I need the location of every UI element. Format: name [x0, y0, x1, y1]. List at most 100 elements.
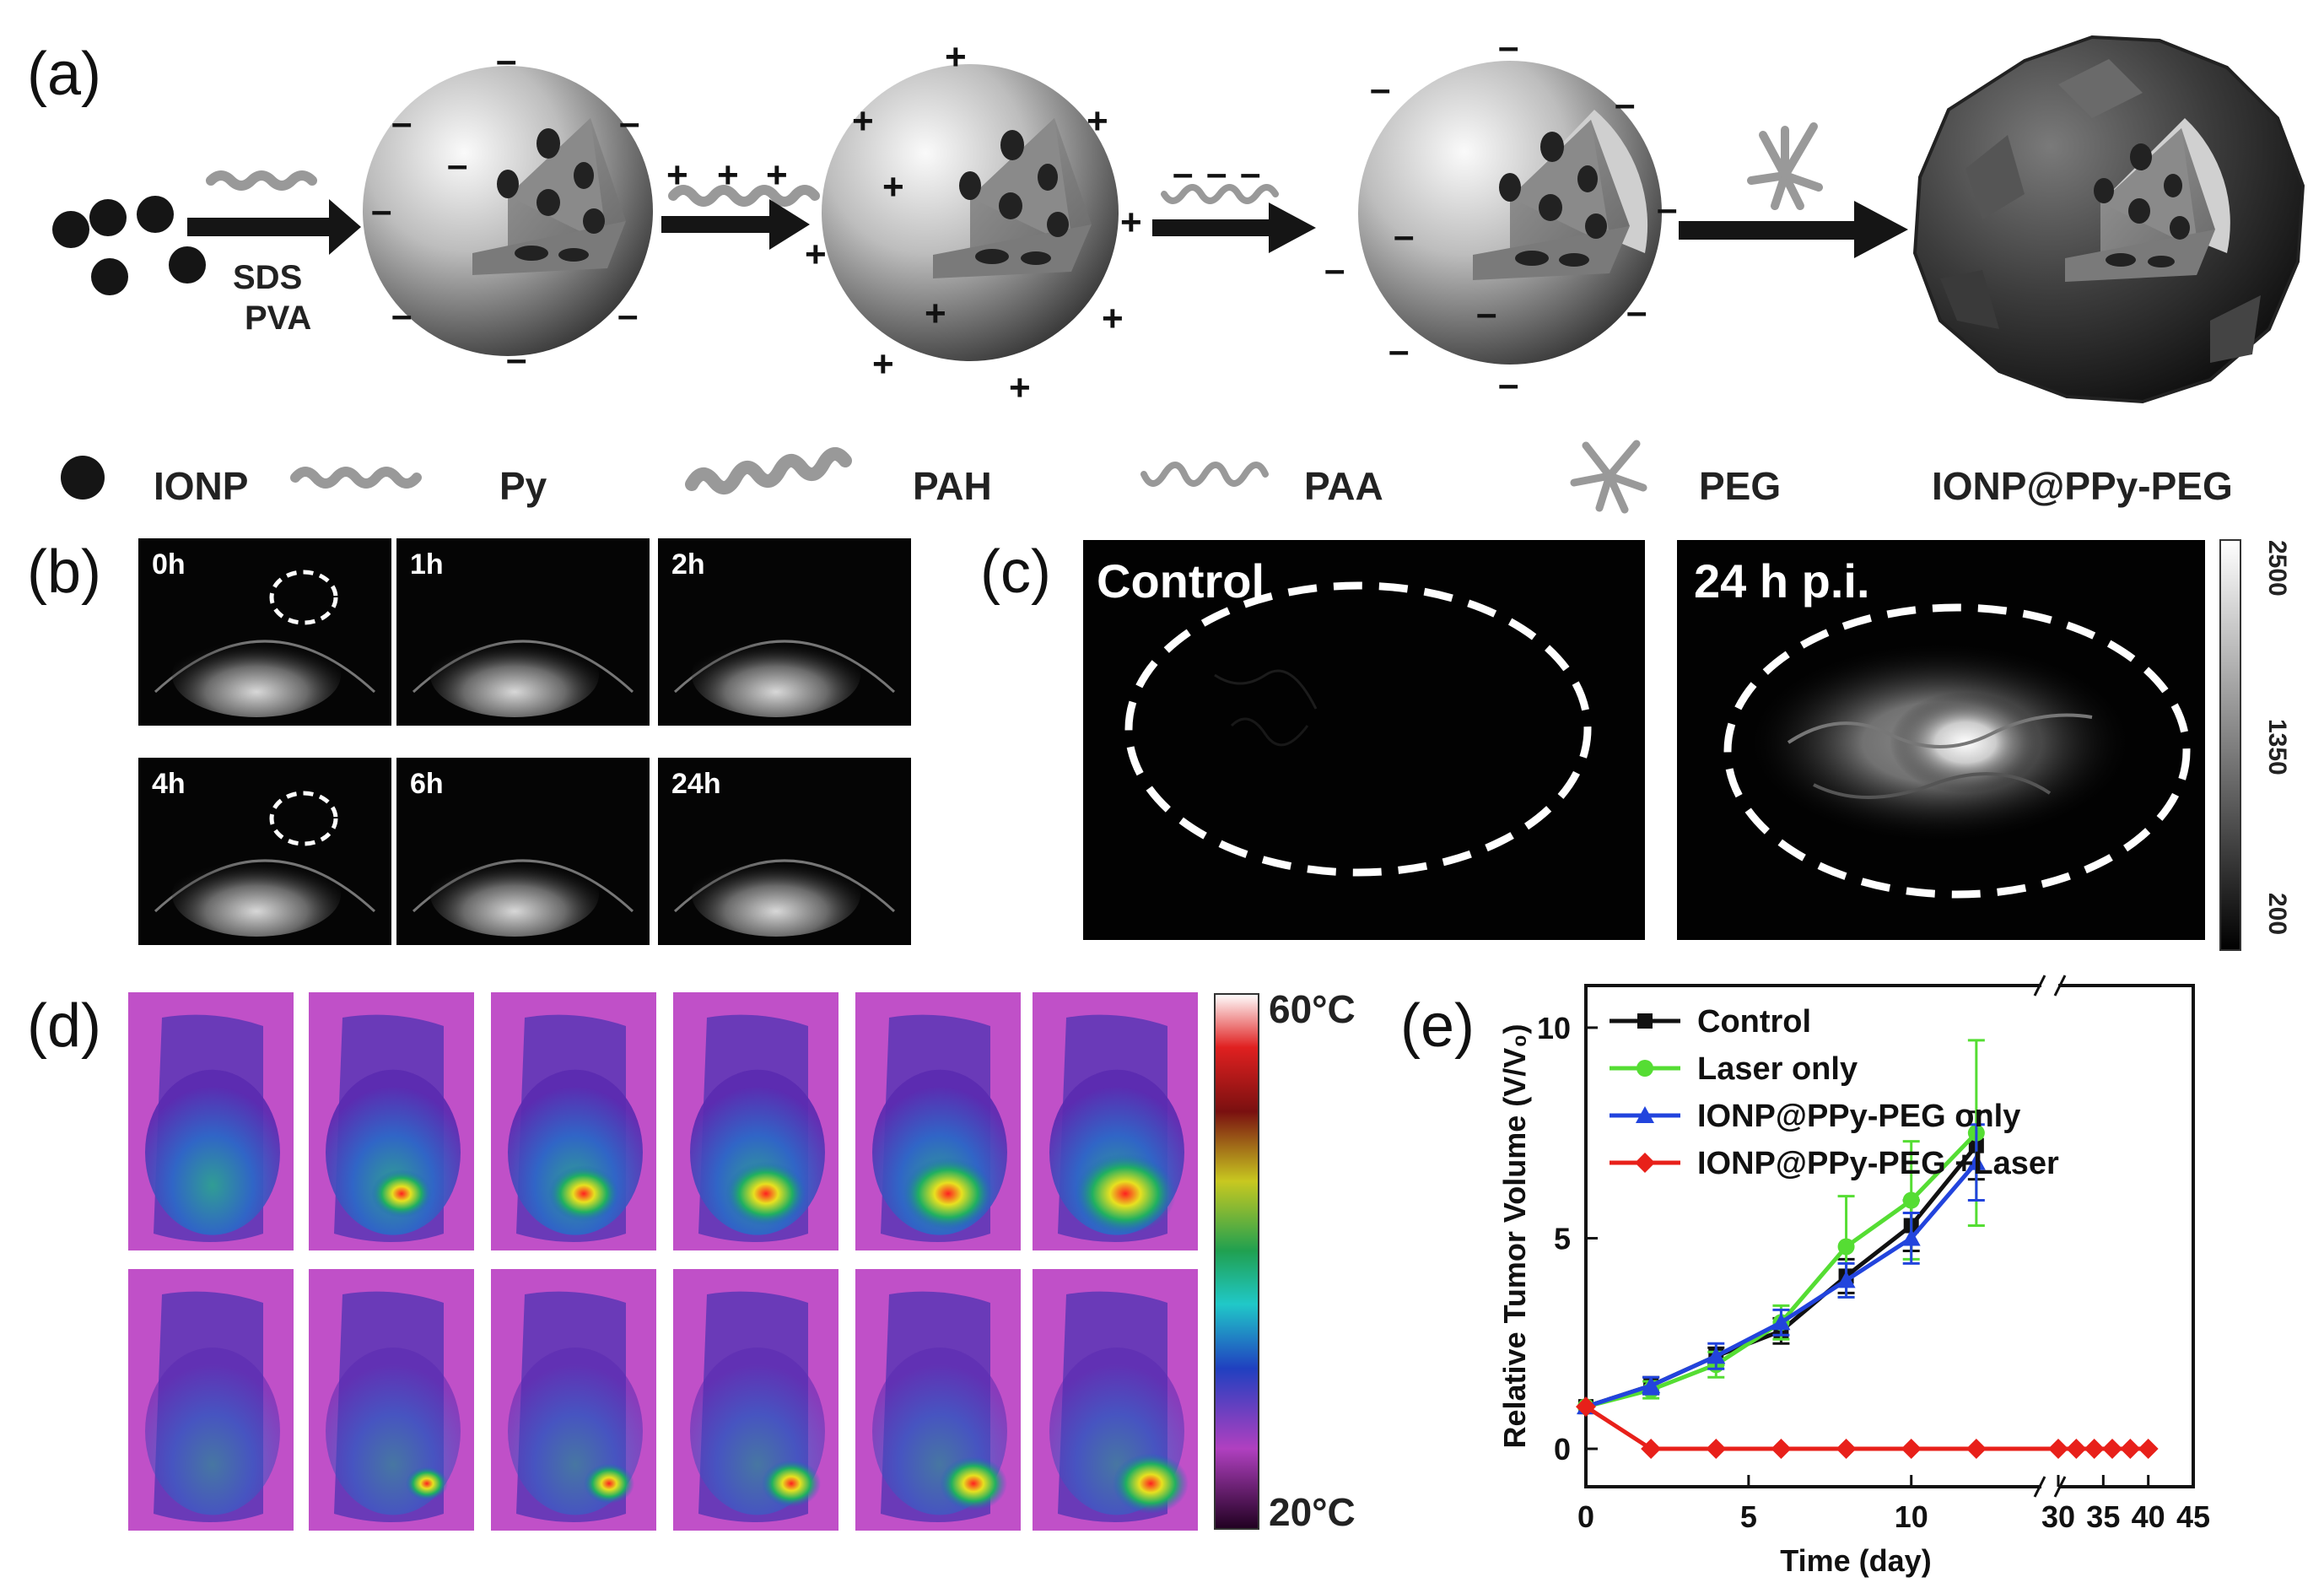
series-line [1584, 1405, 2149, 1451]
data-point [1706, 1439, 1727, 1460]
series [1576, 1396, 2159, 1460]
series [1577, 1039, 1985, 1416]
thermal-image [128, 1269, 294, 1531]
panel-label-c: (c) [980, 538, 1051, 606]
data-point [1836, 1271, 1856, 1288]
x-tick-label: 5 [1740, 1499, 1757, 1534]
svg-text:+: + [1102, 298, 1124, 339]
mri-image: 1h [396, 538, 856, 726]
pa-colorbar: 2500 1350 200 [2219, 539, 2291, 951]
data-point [2048, 1439, 2068, 1460]
legend-pah: PAH [913, 464, 992, 508]
arrow-step-1 [187, 199, 361, 255]
thermal-image [128, 992, 294, 1250]
legend-entry: Control [1697, 1004, 1811, 1040]
thermal-colorbar: 60°C 20°C [1214, 987, 1356, 1534]
series-line [1585, 1144, 1978, 1409]
series [1577, 1123, 1986, 1415]
pa-scale-bot: 200 [2263, 893, 2291, 935]
pa-control-image: Control [1083, 540, 1645, 940]
data-point [1642, 1376, 1661, 1394]
thermal-image [491, 992, 656, 1250]
thermal-image [855, 992, 1021, 1250]
thermal-image [673, 1269, 838, 1531]
svg-text:+: + [666, 154, 688, 196]
sphere-paa-coated [1358, 61, 1662, 365]
data-point [1637, 1013, 1653, 1029]
thermal-grid [128, 992, 1198, 1531]
data-point [1771, 1439, 1792, 1460]
svg-text:+: + [925, 293, 946, 334]
data-point [1707, 1347, 1726, 1364]
y-tick-label: 0 [1554, 1432, 1571, 1466]
data-point [1901, 1229, 1921, 1246]
data-point [1902, 1191, 1920, 1209]
peg-legend-icon [1570, 440, 1647, 514]
sphere1-charges: – – – – – – – – [371, 40, 639, 380]
paa-legend-icon [1140, 462, 1269, 487]
svg-text:–: – [447, 144, 467, 186]
data-point [1637, 1060, 1653, 1077]
ionp-legend-icon [61, 456, 105, 500]
step1-label-pva: PVA [245, 300, 311, 337]
svg-text:+: + [1087, 100, 1108, 142]
x-tick-label: 35 [2086, 1499, 2120, 1534]
svg-text:–: – [1324, 249, 1345, 290]
x-tick-label: 30 [2041, 1499, 2075, 1534]
paa-squiggle-icon [1161, 184, 1279, 204]
svg-text:–: – [1370, 68, 1390, 110]
svg-text:–: – [619, 102, 639, 143]
thermal-min-label: 20°C [1269, 1490, 1356, 1534]
thermal-image [309, 992, 474, 1250]
data-point [2102, 1439, 2122, 1460]
mri-image: 4h [138, 758, 391, 945]
svg-text:–: – [1206, 153, 1227, 194]
data-point [2066, 1439, 2087, 1460]
data-point [1966, 1153, 1986, 1170]
data-point [2120, 1439, 2141, 1460]
x-tick-label: 40 [2132, 1499, 2165, 1534]
pa-control-title: Control [1097, 554, 1264, 608]
svg-text:+: + [805, 234, 827, 275]
py-squiggle-icon [206, 170, 317, 191]
svg-text:–: – [391, 102, 412, 143]
legend-py: Py [499, 464, 547, 508]
svg-text:+: + [872, 343, 894, 385]
sphere3-charges: – – – – – – – – – – [1324, 26, 1677, 405]
svg-text:–: – [371, 190, 391, 231]
sphere2-charges: + + + + + + + + + + [805, 36, 1142, 408]
thermal-image [1033, 992, 1198, 1250]
legend-entry: IONP@PPy-PEG +Laser [1697, 1146, 2059, 1181]
data-point [1901, 1439, 1922, 1460]
legend-product: IONP@PPy-PEG [1932, 464, 2233, 508]
scheme-legend: IONP Py PAH PAA PEG IONP@PPy-PEG [61, 440, 2233, 514]
svg-text:–: – [617, 294, 638, 336]
data-point [1837, 1238, 1855, 1256]
y-tick-label: 10 [1537, 1011, 1571, 1045]
thermal-max-label: 60°C [1269, 987, 1356, 1031]
svg-text:–: – [1498, 364, 1518, 405]
svg-text:+: + [852, 100, 874, 142]
step1-label-sds: SDS [233, 259, 302, 296]
panel-label-a: (a) [27, 41, 101, 108]
thermal-image [309, 1269, 474, 1531]
data-point [2138, 1439, 2159, 1460]
svg-text:–: – [1657, 188, 1677, 230]
arrow-step-2 [661, 199, 810, 250]
pah-legend-icon [685, 447, 852, 494]
py-legend-icon [290, 467, 422, 489]
sphere-ionp-ppy-peg [1912, 35, 2305, 404]
svg-text:+: + [717, 154, 739, 196]
data-point [2084, 1439, 2105, 1460]
pa-24h-image: 24 h p.i. [1677, 540, 2205, 940]
legend-paa: PAA [1304, 464, 1383, 508]
mri-image: 24h [658, 758, 1389, 945]
svg-text:+: + [766, 154, 788, 196]
legend-entry: IONP@PPy-PEG only [1697, 1099, 2020, 1134]
svg-text:+: + [1120, 202, 1142, 243]
chart-legend: Control Laser only IONP@PPy-PEG only IONP@P… [1610, 1004, 2059, 1181]
mri-time-label: 2h [671, 548, 705, 581]
svg-text:–: – [1388, 330, 1409, 371]
data-point [1636, 1106, 1654, 1123]
